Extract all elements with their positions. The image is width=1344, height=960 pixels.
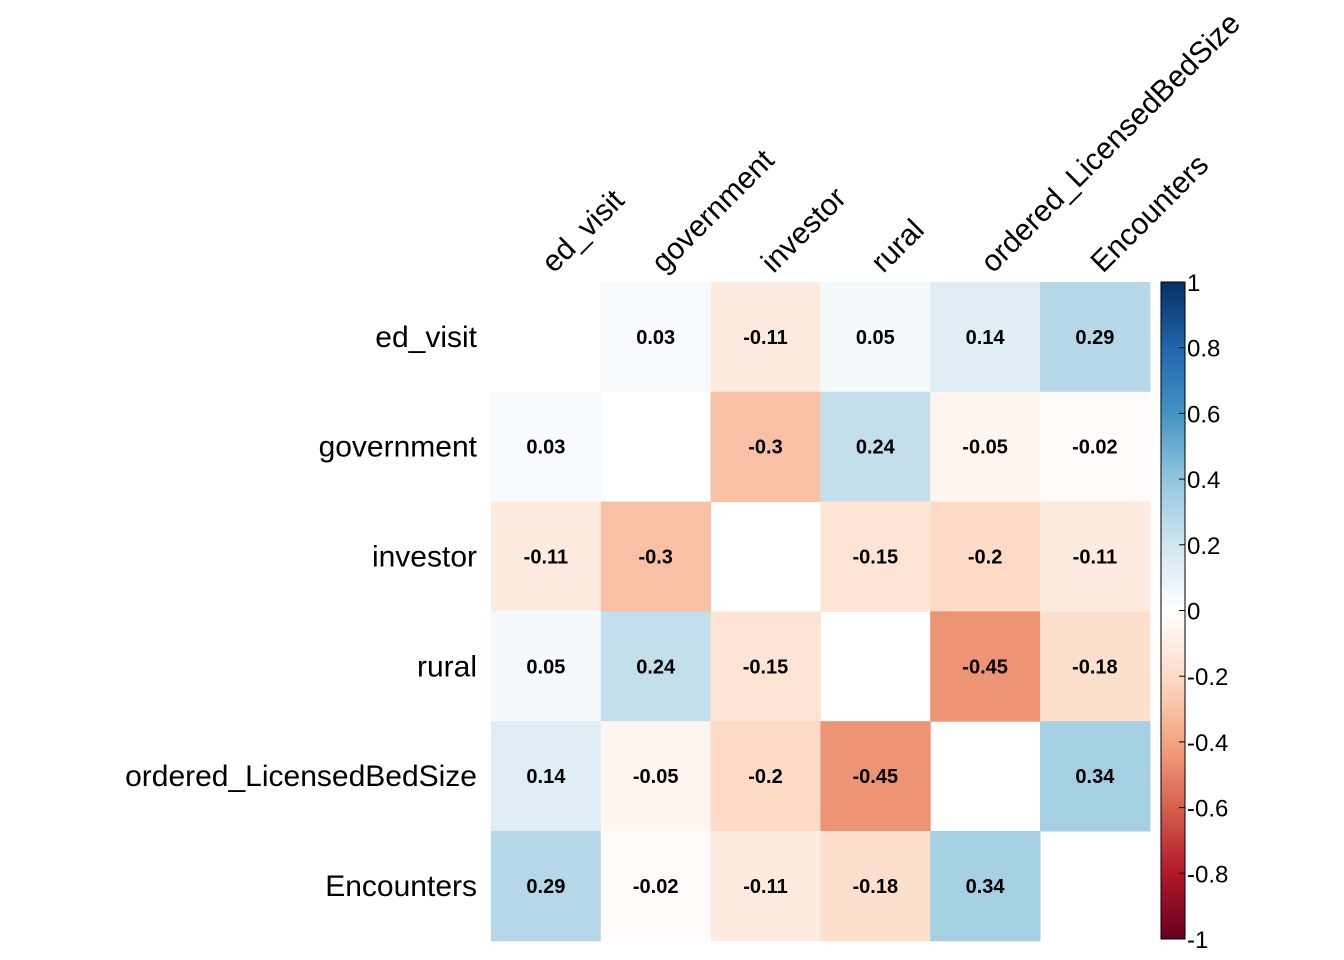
heatmap-cell-ordered_LicensedBedSize-rural [820, 721, 931, 832]
heatmap-cell-investor-ordered_LicensedBedSize [930, 501, 1041, 612]
heatmap-cell-government-ed_visit [491, 391, 602, 503]
cell-value-label: 0.29 [1075, 327, 1114, 349]
column-label-ed_visit: ed_visit [536, 183, 632, 279]
cell-value-label: -0.3 [748, 437, 782, 459]
row-label-ed_visit: ed_visit [375, 321, 477, 354]
cell-value-label: 0.34 [966, 876, 1006, 898]
cell-value-label: -0.05 [962, 437, 1008, 459]
heatmap-cell-government-investor [710, 391, 821, 503]
row-label-investor: investor [372, 541, 477, 574]
heatmap-cell-ed_visit-investor [710, 282, 821, 393]
cell-value-label: 0.03 [526, 437, 565, 459]
heatmap-cell-government-ordered_LicensedBedSize [930, 391, 1041, 503]
row-label-ordered_LicensedBedSize: ordered_LicensedBedSize [125, 760, 477, 793]
cell-value-label: 0.24 [636, 656, 676, 678]
colorbar-tick-label: 0.2 [1187, 533, 1220, 560]
colorbar-tick-label: 1 [1187, 270, 1200, 297]
cell-value-label: -0.18 [853, 876, 899, 898]
heatmap-cell-Encounters-ed_visit [491, 831, 602, 942]
cell-value-label: 0.05 [856, 327, 895, 349]
cell-value-label: -0.18 [1072, 656, 1118, 678]
cell-value-label: -0.02 [633, 876, 679, 898]
cell-value-label: 0.03 [636, 327, 675, 349]
heatmap-cell-government-Encounters [1040, 391, 1151, 503]
cell-value-label: -0.15 [853, 547, 899, 569]
colorbar-tick-label: 0.4 [1187, 467, 1220, 494]
row-label-rural: rural [417, 650, 477, 683]
heatmap-cell-rural-Encounters [1040, 611, 1151, 722]
heatmap-cell-government-rural [820, 391, 931, 503]
heatmap-cell-rural-government [600, 611, 712, 722]
heatmap-cell-rural-ordered_LicensedBedSize [930, 611, 1041, 722]
cell-value-label: -0.45 [853, 766, 899, 788]
heatmap-cell-ed_visit-government [600, 282, 712, 393]
cell-value-label: 0.29 [526, 876, 565, 898]
heatmap-cell-ed_visit-rural [820, 282, 931, 393]
column-label-investor: investor [755, 181, 853, 279]
colorbar-tick-label: -0.4 [1187, 730, 1228, 757]
cell-value-label: -0.11 [743, 876, 787, 898]
cell-value-label: 0.34 [1075, 766, 1115, 788]
heatmap-cell-Encounters-rural [820, 831, 931, 942]
cell-value-label: 0.14 [966, 327, 1006, 349]
heatmap-cell-ed_visit-Encounters [1040, 282, 1151, 393]
cell-value-label: -0.2 [748, 766, 782, 788]
heatmap-cell-Encounters-investor [710, 831, 821, 942]
heatmap-cell-Encounters-ordered_LicensedBedSize [930, 831, 1041, 942]
row-label-government: government [319, 431, 478, 464]
heatmap-cell-investor-ed_visit [491, 501, 602, 612]
row-label-Encounters: Encounters [325, 870, 477, 903]
colorbar-tick-label: 0.8 [1187, 336, 1220, 363]
cell-value-label: -0.11 [524, 547, 568, 569]
heatmap-cell-rural-ed_visit [491, 611, 602, 722]
cell-value-label: -0.05 [633, 766, 679, 788]
cell-value-label: 0.14 [526, 766, 566, 788]
heatmap-cell-investor-rural [820, 501, 931, 612]
cell-value-label: -0.11 [743, 327, 787, 349]
cell-value-label: 0.24 [856, 437, 896, 459]
heatmap-cell-ordered_LicensedBedSize-government [600, 721, 712, 832]
cell-value-label: -0.45 [962, 656, 1008, 678]
cell-value-label: -0.3 [638, 547, 672, 569]
heatmap-cell-ordered_LicensedBedSize-ed_visit [491, 721, 602, 832]
colorbar-tick-label: -1 [1187, 927, 1208, 954]
heatmap-cell-investor-Encounters [1040, 501, 1151, 612]
colorbar-tick-label: 0.6 [1187, 401, 1220, 428]
heatmap-cell-investor-government [600, 501, 712, 612]
heatmap-cell-Encounters-government [600, 831, 712, 942]
colorbar-tick-label: -0.2 [1187, 664, 1228, 691]
heatmap-cell-ordered_LicensedBedSize-Encounters [1040, 721, 1151, 832]
heatmap-cell-ordered_LicensedBedSize-investor [710, 721, 821, 832]
colorbar-tick-label: -0.6 [1187, 796, 1228, 823]
cell-value-label: 0.05 [526, 656, 565, 678]
heatmap-cell-ed_visit-ordered_LicensedBedSize [930, 282, 1041, 393]
row-labels: ed_visit government investor rural ordered_L… [125, 321, 478, 903]
cell-value-label: -0.11 [1073, 547, 1117, 569]
colorbar-tick-label: 0 [1187, 599, 1200, 626]
heatmap-cell-rural-investor [710, 611, 821, 722]
cell-value-label: -0.02 [1072, 437, 1118, 459]
colorbar: 1 0.8 0.6 0.4 0.2 0 -0.2 -0.4 -0.6 -0.8 -1 [1160, 270, 1228, 954]
cell-value-label: -0.2 [968, 547, 1002, 569]
cell-value-label: -0.15 [743, 656, 789, 678]
column-label-rural: rural [865, 213, 931, 279]
colorbar-tick-label: -0.8 [1187, 861, 1228, 888]
heatmap-cells: 0.03 -0.11 0.05 0.14 0.29 0.03 -0.3 0.24 -0.05 -0… [491, 282, 1151, 942]
